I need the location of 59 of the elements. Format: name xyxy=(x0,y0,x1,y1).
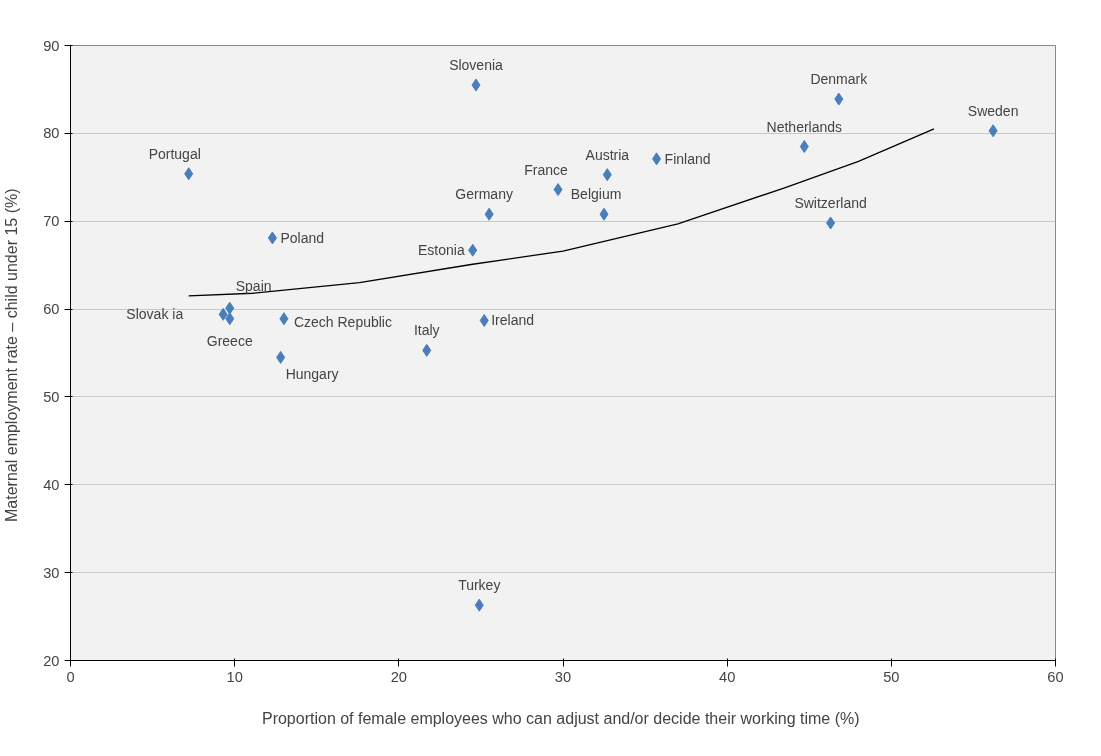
x-axis-title: Proportion of female employees who can adjust and/or decide their working time (%) xyxy=(261,709,860,727)
y-tick-label: 60 xyxy=(43,301,60,318)
point xyxy=(834,92,844,106)
point xyxy=(799,140,809,154)
point xyxy=(553,183,563,197)
annotation: France xyxy=(524,161,569,178)
point xyxy=(599,207,609,221)
annotation: Belgium xyxy=(570,186,622,203)
annotation: Estonia xyxy=(418,242,465,259)
point xyxy=(474,598,484,612)
annotation: Turkey xyxy=(458,577,501,594)
point xyxy=(988,124,998,138)
point xyxy=(276,350,286,364)
point xyxy=(471,78,481,92)
annotation: Ireland xyxy=(491,312,535,329)
annotation: Finland xyxy=(664,150,711,167)
point xyxy=(279,312,289,326)
annotation: Italy xyxy=(413,322,440,339)
annotation: Denmark xyxy=(810,71,869,88)
annotation: Slovenia xyxy=(449,57,504,74)
annotation: Slovak ia xyxy=(126,306,184,323)
annotation: Spain xyxy=(235,278,272,295)
point xyxy=(484,207,494,221)
x-tick-label: 20 xyxy=(390,668,407,685)
annotation: Switzerland xyxy=(794,194,867,211)
annotation: Austria xyxy=(585,146,630,163)
point xyxy=(184,167,194,181)
x-tick-label: 0 xyxy=(66,668,75,685)
annotation: Portugal xyxy=(148,145,201,162)
point xyxy=(225,301,235,315)
y-tick-label: 80 xyxy=(43,125,60,142)
annotation: Hungary xyxy=(285,366,339,383)
point xyxy=(826,216,836,230)
point xyxy=(652,152,662,166)
annotation: Germany xyxy=(455,186,513,203)
x-tick-label: 40 xyxy=(719,668,736,685)
annotation: Netherlands xyxy=(766,118,843,135)
point xyxy=(468,243,478,257)
y-tick-label: 40 xyxy=(43,476,60,493)
annotation: Czech Republic xyxy=(293,313,392,330)
x-tick-label: 60 xyxy=(1047,668,1064,685)
point xyxy=(422,343,432,357)
y-tick-label: 50 xyxy=(43,388,60,405)
y-tick-label: 90 xyxy=(43,37,60,54)
annotation: Sweden xyxy=(967,102,1019,119)
x-tick-label: 50 xyxy=(883,668,900,685)
point xyxy=(479,313,489,327)
point xyxy=(218,307,228,321)
y-tick-label: 30 xyxy=(43,564,60,581)
annotation: Greece xyxy=(206,332,253,349)
point xyxy=(602,168,612,182)
x-tick-label: 30 xyxy=(554,668,572,685)
point xyxy=(267,231,277,245)
y-axis-title: Maternal employment rate – child under 15 (%) xyxy=(3,188,21,522)
y-tick-label: 70 xyxy=(43,213,60,230)
y-tick-label: 20 xyxy=(43,652,60,669)
annotation: Poland xyxy=(280,229,325,246)
x-tick-label: 10 xyxy=(226,668,243,685)
point xyxy=(225,312,235,326)
